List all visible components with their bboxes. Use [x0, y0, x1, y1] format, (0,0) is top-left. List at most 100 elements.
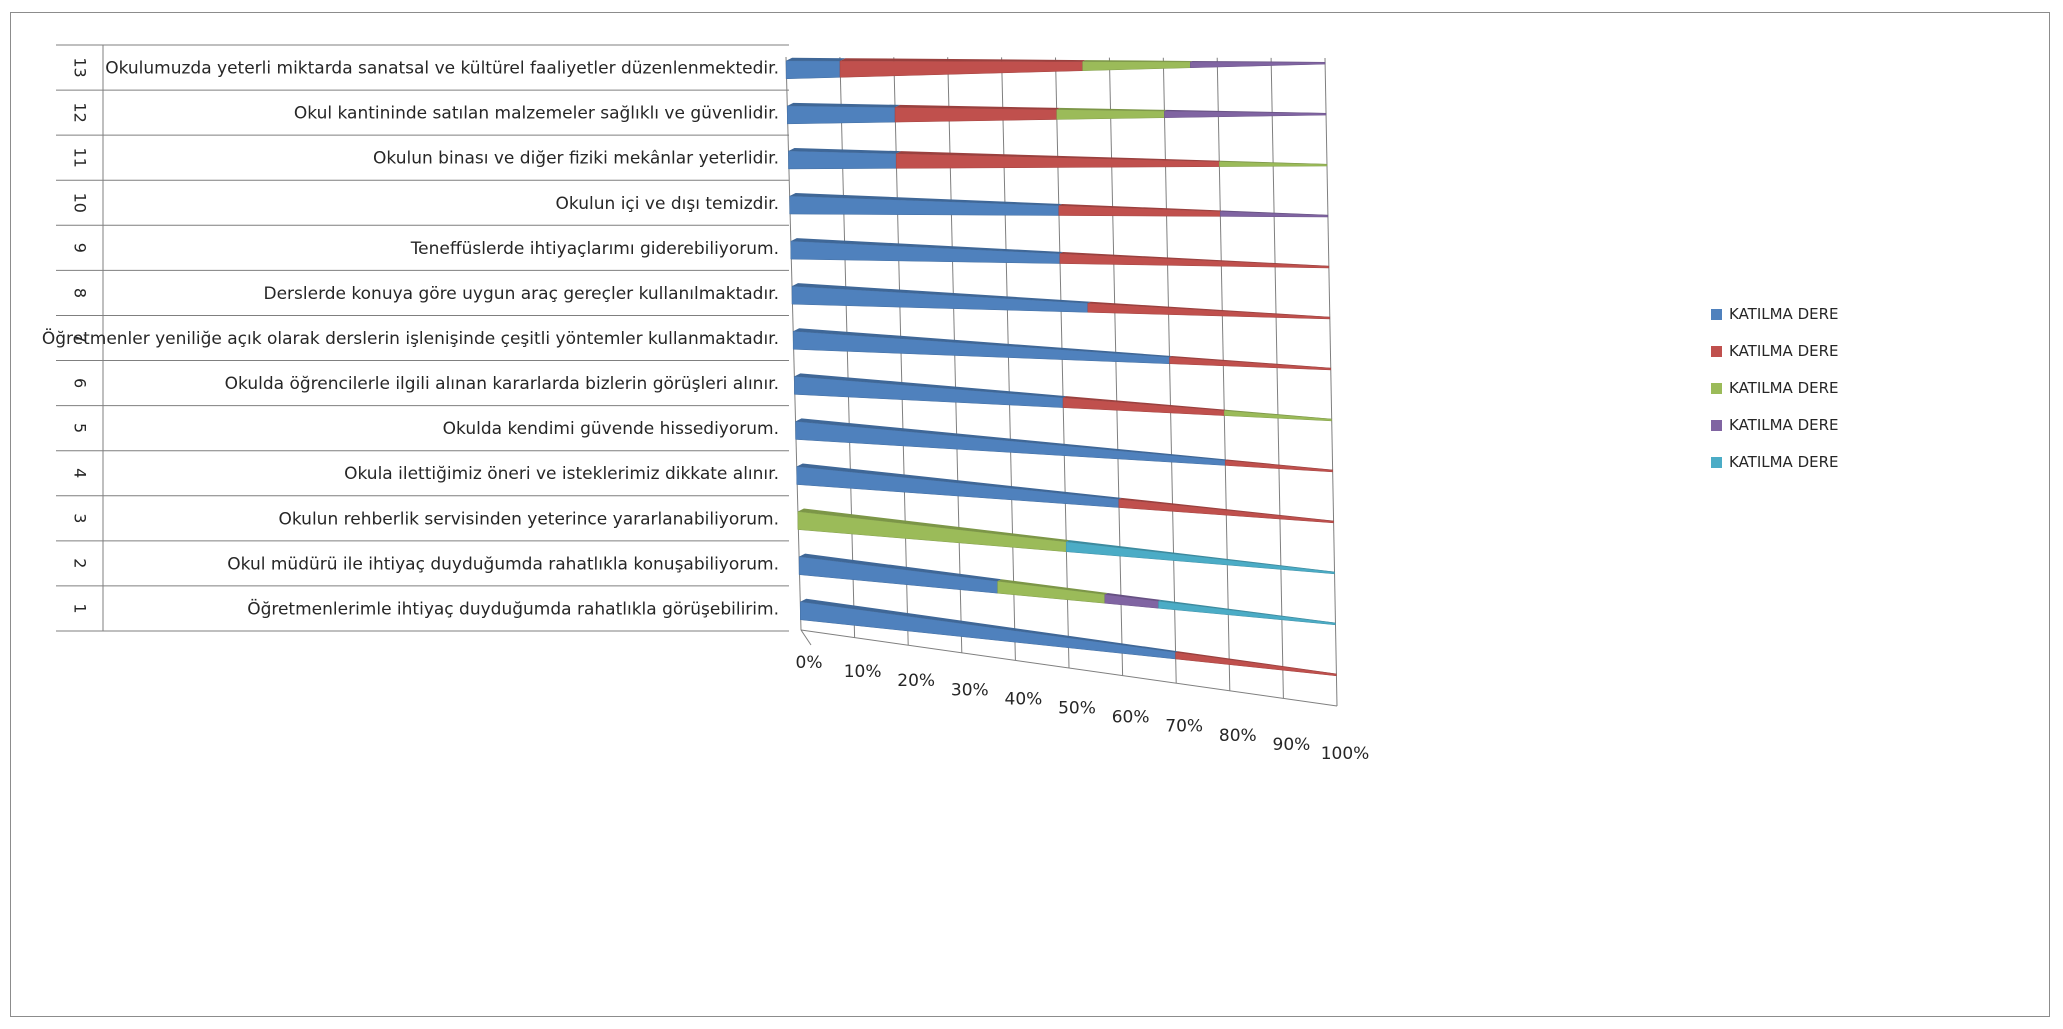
x-tick-label: 0%	[796, 653, 823, 673]
bar-segment	[1164, 110, 1327, 118]
category-label: Okula ilettiğimiz öneri ve isteklerimiz …	[344, 464, 779, 484]
bar-segment-top	[794, 373, 1067, 398]
bar-segment-top	[895, 104, 1060, 110]
category-label: Öğretmenlerimle ihtiyaç duyduğumda rahat…	[247, 597, 779, 619]
category-label: Okulun binası ve diğer fiziki mekânlar y…	[373, 149, 779, 169]
legend-swatch	[1711, 383, 1722, 394]
bar-segment-top	[1158, 599, 1337, 624]
bar-segment-top	[1063, 396, 1226, 411]
category-label: Derslerde konuya göre uygun araç gereçle…	[264, 284, 780, 304]
bar-segment	[894, 107, 1057, 123]
category-label: Okulun rehberlik servisinden yeterince y…	[278, 509, 779, 529]
category-label: Okulun içi ve dışı temizdir.	[556, 194, 779, 214]
legend-entry: KATILMA DERE	[1729, 416, 1839, 434]
x-tick-label: 70%	[1165, 717, 1203, 737]
chart-frame: 1 Öğretmenlerimle ihtiyaç duyduğumda raha…	[10, 12, 2050, 1017]
category-label: Okul kantininde satılan malzemeler sağlı…	[294, 104, 779, 124]
bar-segment-top	[1056, 107, 1167, 112]
floor-edge	[800, 629, 812, 646]
bar-segment-top	[839, 58, 1086, 62]
bar-segment-top	[1104, 593, 1161, 602]
stacked-bar-chart: 1 Öğretmenlerimle ihtiyaç duyduğumda raha…	[42, 44, 1839, 764]
bar-segment-top	[1059, 251, 1330, 267]
x-tick-label: 90%	[1273, 735, 1311, 755]
bar-segment-top	[799, 553, 1002, 582]
category-number: 2	[71, 558, 90, 568]
legend: KATILMA DERE KATILMA DERE KATILMA DERE KATI…	[1711, 305, 1839, 471]
category-number: 3	[71, 513, 90, 523]
bar-segment	[787, 105, 896, 125]
bar-segment	[1087, 302, 1331, 320]
category-table: 1 Öğretmenlerimle ihtiyaç duyduğumda raha…	[42, 44, 789, 632]
legend-entry: KATILMA DERE	[1729, 342, 1839, 360]
category-number: 11	[71, 148, 90, 168]
category-number: 5	[71, 423, 90, 433]
bar-segment-top	[997, 579, 1108, 595]
legend-entry: KATILMA DERE	[1729, 305, 1839, 323]
x-tick-label: 80%	[1219, 726, 1257, 746]
category-number: 9	[71, 243, 90, 253]
floor-line	[800, 629, 1338, 707]
bar-segment-top	[795, 418, 1227, 461]
bar-segment-top	[788, 147, 902, 154]
bar-segment-top	[1169, 355, 1332, 369]
bar-segment-top	[1225, 459, 1334, 471]
plot-area	[786, 57, 1337, 706]
bar-segment-top	[796, 463, 1122, 500]
bar-segment-top	[1118, 497, 1335, 522]
category-number: 4	[71, 468, 90, 478]
bar-segment	[1223, 410, 1332, 422]
bar-segment	[785, 60, 841, 80]
bar-segment-top	[789, 193, 1063, 206]
x-tick-label: 10%	[844, 662, 882, 682]
bar-segment-top	[1066, 540, 1336, 573]
bars	[785, 57, 1338, 677]
legend-entry: KATILMA DERE	[1729, 379, 1839, 397]
bar-segment-top	[1087, 301, 1331, 318]
legend-swatch	[1711, 309, 1722, 320]
x-tick-label: 40%	[1005, 689, 1043, 709]
bar-segment	[1169, 356, 1331, 371]
category-number: 6	[71, 378, 90, 388]
bar-segment-top	[1164, 109, 1327, 114]
bar-segment-top	[1082, 60, 1193, 62]
category-label: Okulda kendimi güvende hissediyorum.	[443, 419, 779, 439]
category-number: 1	[71, 603, 90, 613]
x-tick-label: 20%	[897, 671, 935, 691]
x-tick-label: 50%	[1058, 699, 1096, 719]
bar-segment-top	[786, 57, 846, 61]
x-tick-label: 30%	[951, 680, 989, 700]
bar-segment-top	[800, 598, 1178, 653]
category-number: 10	[71, 193, 90, 213]
bar-segment-top	[797, 508, 1070, 542]
bar-segment-top	[791, 283, 1091, 304]
category-number: 12	[71, 102, 90, 122]
bar-segment	[788, 150, 897, 170]
bar-segment-top	[1219, 160, 1328, 165]
bar-segment	[1056, 109, 1165, 120]
bar-segment-top	[1190, 60, 1326, 63]
x-axis-ticks: 0% 10% 20% 30% 40% 50% 60% 70% 80% 90% 100%	[796, 653, 1370, 764]
bar-segment-top	[790, 238, 1064, 254]
legend-entry: KATILMA DERE	[1729, 453, 1839, 471]
category-number: 13	[71, 57, 90, 77]
category-number: 8	[71, 288, 90, 298]
category-label: Öğretmenler yeniliğe açık olarak dersler…	[42, 327, 779, 349]
category-label: Teneffüslerde ihtiyaçlarımı giderebiliyo…	[410, 239, 779, 259]
bar-segment-top	[896, 151, 1221, 162]
bar-segment-top	[1224, 409, 1333, 420]
bar-segment-top	[793, 328, 1172, 358]
bar-segment-top	[787, 102, 900, 108]
x-tick-label: 100%	[1321, 744, 1370, 764]
legend-swatch	[1711, 346, 1722, 357]
x-tick-label: 60%	[1112, 708, 1150, 728]
bar-segment-top	[1220, 210, 1329, 216]
bar-segment-top	[1175, 651, 1338, 675]
category-label: Okul müdürü ile ihtiyaç duyduğumda rahat…	[227, 554, 779, 574]
category-label: Okulumuzda yeterli miktarda sanatsal ve …	[105, 59, 779, 79]
bar-segment-top	[1058, 203, 1222, 212]
category-label: Okulda öğrencilerle ilgili alınan kararl…	[225, 374, 779, 394]
legend-swatch	[1711, 457, 1722, 468]
legend-swatch	[1711, 420, 1722, 431]
category-number: 7	[71, 333, 90, 343]
